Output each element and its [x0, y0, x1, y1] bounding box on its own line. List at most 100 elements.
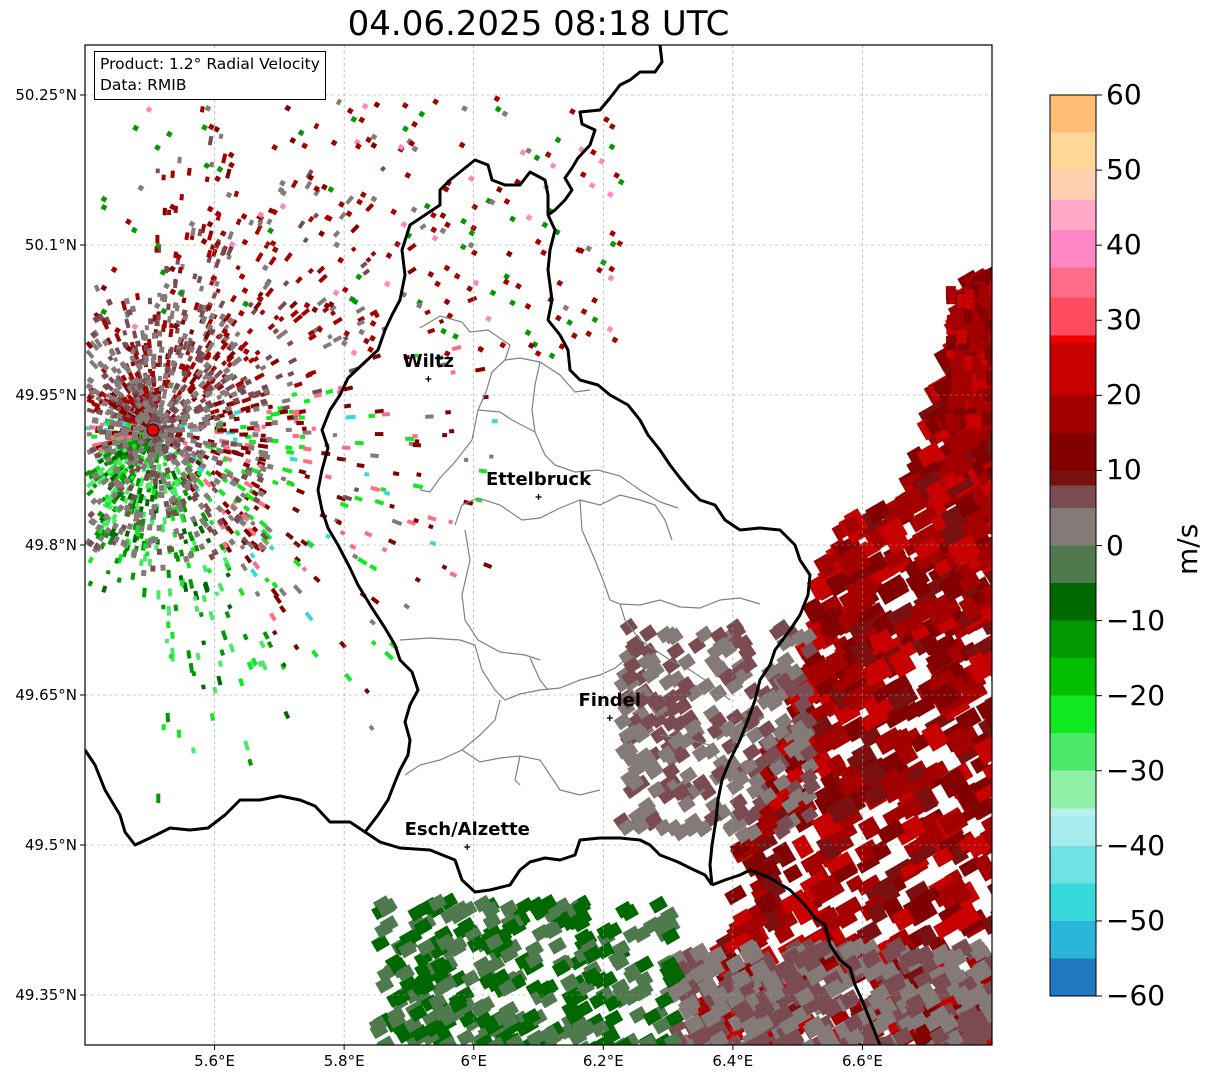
radar-echo-bin	[198, 424, 205, 431]
radar-echo-bin	[222, 500, 230, 509]
radar-echo-bin	[142, 334, 149, 342]
radar-echo-bin	[450, 369, 456, 375]
radar-echo-bin	[623, 965, 643, 984]
radar-echo-bin	[193, 302, 200, 311]
radar-echo-bin	[179, 513, 186, 523]
radar-echo-bin	[170, 470, 178, 481]
radar-echo-bin	[176, 729, 182, 738]
radar-echo-bin	[855, 874, 882, 896]
radar-echo-bin	[108, 401, 119, 410]
radar-echo-bin	[215, 288, 221, 294]
radar-echo-bin	[172, 426, 180, 433]
radar-echo-bin	[234, 529, 241, 537]
radar-echo-bin	[181, 503, 188, 513]
radar-echo-bin	[205, 389, 214, 397]
radar-echo-bin	[126, 411, 136, 420]
radar-echo-bin	[184, 232, 190, 241]
radar-echo-bin	[195, 470, 203, 477]
radar-echo-bin	[921, 722, 950, 752]
radar-echo-bin	[214, 591, 220, 597]
radar-echo-bin	[163, 441, 171, 449]
radar-echo-bin	[332, 433, 337, 438]
radar-echo-bin	[180, 383, 188, 393]
radar-echo-bin	[966, 401, 977, 416]
radar-echo-bin	[192, 595, 198, 601]
radar-echo-bin	[235, 218, 242, 226]
radar-echo-bin	[230, 374, 238, 382]
radar-echo-bin	[230, 318, 238, 327]
radar-echo-bin	[848, 638, 877, 669]
radar-echo-bin	[954, 317, 965, 332]
radar-echo-bin	[875, 1008, 897, 1029]
radar-echo-bin	[966, 414, 977, 429]
radar-echo-bin	[684, 684, 703, 703]
radar-echo-bin	[200, 511, 209, 523]
radar-echo-bin	[299, 434, 306, 439]
radar-echo-bin	[964, 301, 975, 316]
radar-echo-bin	[831, 861, 858, 885]
radar-echo-bin	[463, 924, 483, 943]
radar-echo-bin	[743, 944, 765, 965]
radar-echo-bin	[343, 385, 354, 392]
radar-echo-bin	[614, 1037, 634, 1045]
radar-echo-bin	[712, 636, 731, 655]
radar-echo-bin	[911, 695, 936, 718]
radar-echo-bin	[216, 422, 223, 428]
radar-echo-bin	[710, 998, 732, 1019]
radar-echo-bin	[789, 668, 808, 687]
radar-echo-bin	[94, 523, 103, 532]
radar-echo-bin	[718, 640, 738, 659]
radar-echo-bin	[903, 794, 923, 815]
radar-echo-bin	[801, 648, 824, 669]
radar-echo-bin	[641, 666, 660, 684]
product-label: Product: 1.2° Radial Velocity	[100, 55, 320, 73]
radar-echo-bin	[357, 556, 368, 566]
radar-echo-bin	[372, 353, 382, 360]
radar-echo-bin	[134, 371, 141, 380]
radar-echo-bin	[959, 803, 983, 824]
radar-echo-bin	[732, 908, 753, 927]
radar-echo-bin	[948, 883, 973, 907]
radar-echo-bin	[255, 252, 264, 263]
radar-echo-bin	[698, 782, 717, 801]
radar-echo-bin	[156, 314, 161, 321]
radar-echo-bin	[931, 972, 952, 993]
radar-echo-bin	[981, 613, 992, 636]
radar-echo-bin	[262, 280, 272, 291]
radar-echo-bin	[275, 373, 284, 380]
product-info-box: Product: 1.2° Radial Velocity Data: RMIB	[94, 51, 326, 100]
radar-echo-bin	[96, 525, 105, 534]
radar-echo-bin	[236, 386, 245, 393]
radar-echo-bin	[298, 469, 307, 475]
radar-echo-bin	[279, 605, 287, 614]
radar-echo-bin	[994, 953, 1023, 977]
radar-echo-bin	[416, 472, 422, 477]
radar-echo-bin	[156, 590, 161, 600]
radar-echo-bin	[695, 625, 714, 644]
radar-echo-bin	[105, 419, 112, 425]
radar-echo-bin	[135, 395, 141, 402]
radar-echo-bin	[86, 539, 95, 548]
radar-echo-bin	[86, 397, 95, 405]
radar-echo-bin	[97, 474, 107, 484]
radar-echo-bin	[794, 986, 816, 1007]
radar-echo-bin	[261, 536, 269, 544]
radar-echo-bin	[969, 284, 980, 299]
radar-echo-bin	[990, 897, 992, 924]
radar-echo-bin	[986, 370, 992, 385]
radar-echo-bin	[218, 319, 226, 328]
radar-echo-bin	[96, 408, 104, 416]
radar-echo-bin	[369, 309, 379, 317]
radar-echo-bin	[768, 622, 788, 641]
radar-echo-bin	[147, 524, 153, 531]
radar-echo-bin	[254, 364, 261, 370]
radar-echo-bin	[639, 642, 658, 661]
radar-echo-bin	[111, 513, 118, 521]
radar-echo-bin	[110, 486, 119, 496]
radar-echo-bin	[305, 169, 314, 179]
radar-echo-bin	[217, 660, 224, 668]
radar-echo-bin	[154, 472, 160, 479]
radar-echo-bin	[177, 266, 183, 274]
radar-echo-bin	[228, 643, 236, 653]
radar-echo-bin	[865, 499, 892, 525]
